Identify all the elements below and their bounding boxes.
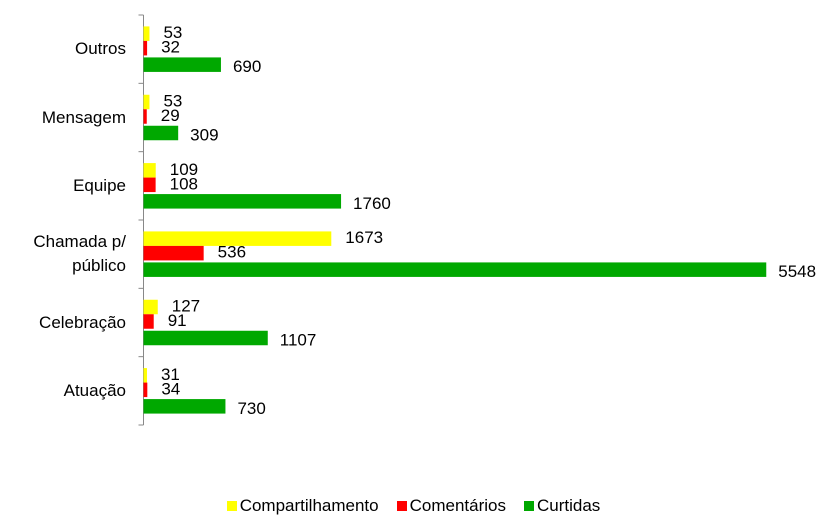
legend-item: Comentários [396, 496, 506, 516]
bar [143, 314, 154, 329]
data-label: 1760 [353, 194, 391, 213]
y-tick-label: Chamada p/ público [33, 232, 126, 276]
bar [143, 109, 147, 124]
legend-item: Curtidas [523, 496, 601, 516]
legend-label: Comentários [409, 496, 506, 515]
bar [143, 245, 204, 261]
data-label: 29 [161, 106, 180, 125]
bar [143, 194, 342, 209]
bar [143, 368, 147, 383]
legend-swatch [523, 501, 534, 511]
data-label: 53 [163, 91, 182, 110]
data-label: 309 [190, 125, 218, 144]
bar [143, 399, 226, 414]
data-label: 730 [237, 399, 265, 418]
data-label: 690 [233, 57, 261, 76]
bar [143, 163, 156, 178]
data-label: 91 [168, 311, 187, 330]
bar [143, 262, 767, 277]
bar [143, 231, 332, 246]
bar [143, 382, 148, 398]
legend-label: Compartilhamento [239, 496, 379, 515]
data-label: 34 [161, 379, 180, 398]
bar [143, 330, 268, 346]
bar [143, 40, 148, 56]
data-label: 5548 [778, 262, 816, 281]
y-tick-label: Mensagem [41, 107, 126, 127]
y-tick-label: Equipe [73, 175, 126, 195]
legend-item: Compartilhamento [226, 496, 379, 516]
bar [143, 94, 150, 110]
bar [143, 125, 179, 141]
data-label: 536 [218, 243, 246, 262]
data-label: 108 [170, 174, 198, 193]
bar [143, 57, 221, 72]
data-label: 1107 [280, 330, 317, 349]
data-label: 127 [172, 296, 200, 315]
bar [143, 177, 156, 193]
bar [143, 299, 158, 315]
legend-swatch [396, 501, 407, 511]
data-label: 31 [161, 365, 180, 384]
data-label: 109 [170, 160, 198, 179]
legend: Compartilhamento Comentários Curtidas [0, 496, 827, 516]
legend-label: Curtidas [536, 496, 601, 515]
data-label: 32 [161, 38, 180, 57]
y-tick-label: Celebração [39, 312, 126, 332]
y-tick-label: Atuação [63, 380, 126, 400]
legend-swatch [226, 501, 237, 511]
data-label: 53 [163, 23, 182, 42]
bar [143, 26, 150, 41]
y-tick-label: Outros [74, 39, 126, 59]
data-label: 1673 [345, 228, 383, 247]
